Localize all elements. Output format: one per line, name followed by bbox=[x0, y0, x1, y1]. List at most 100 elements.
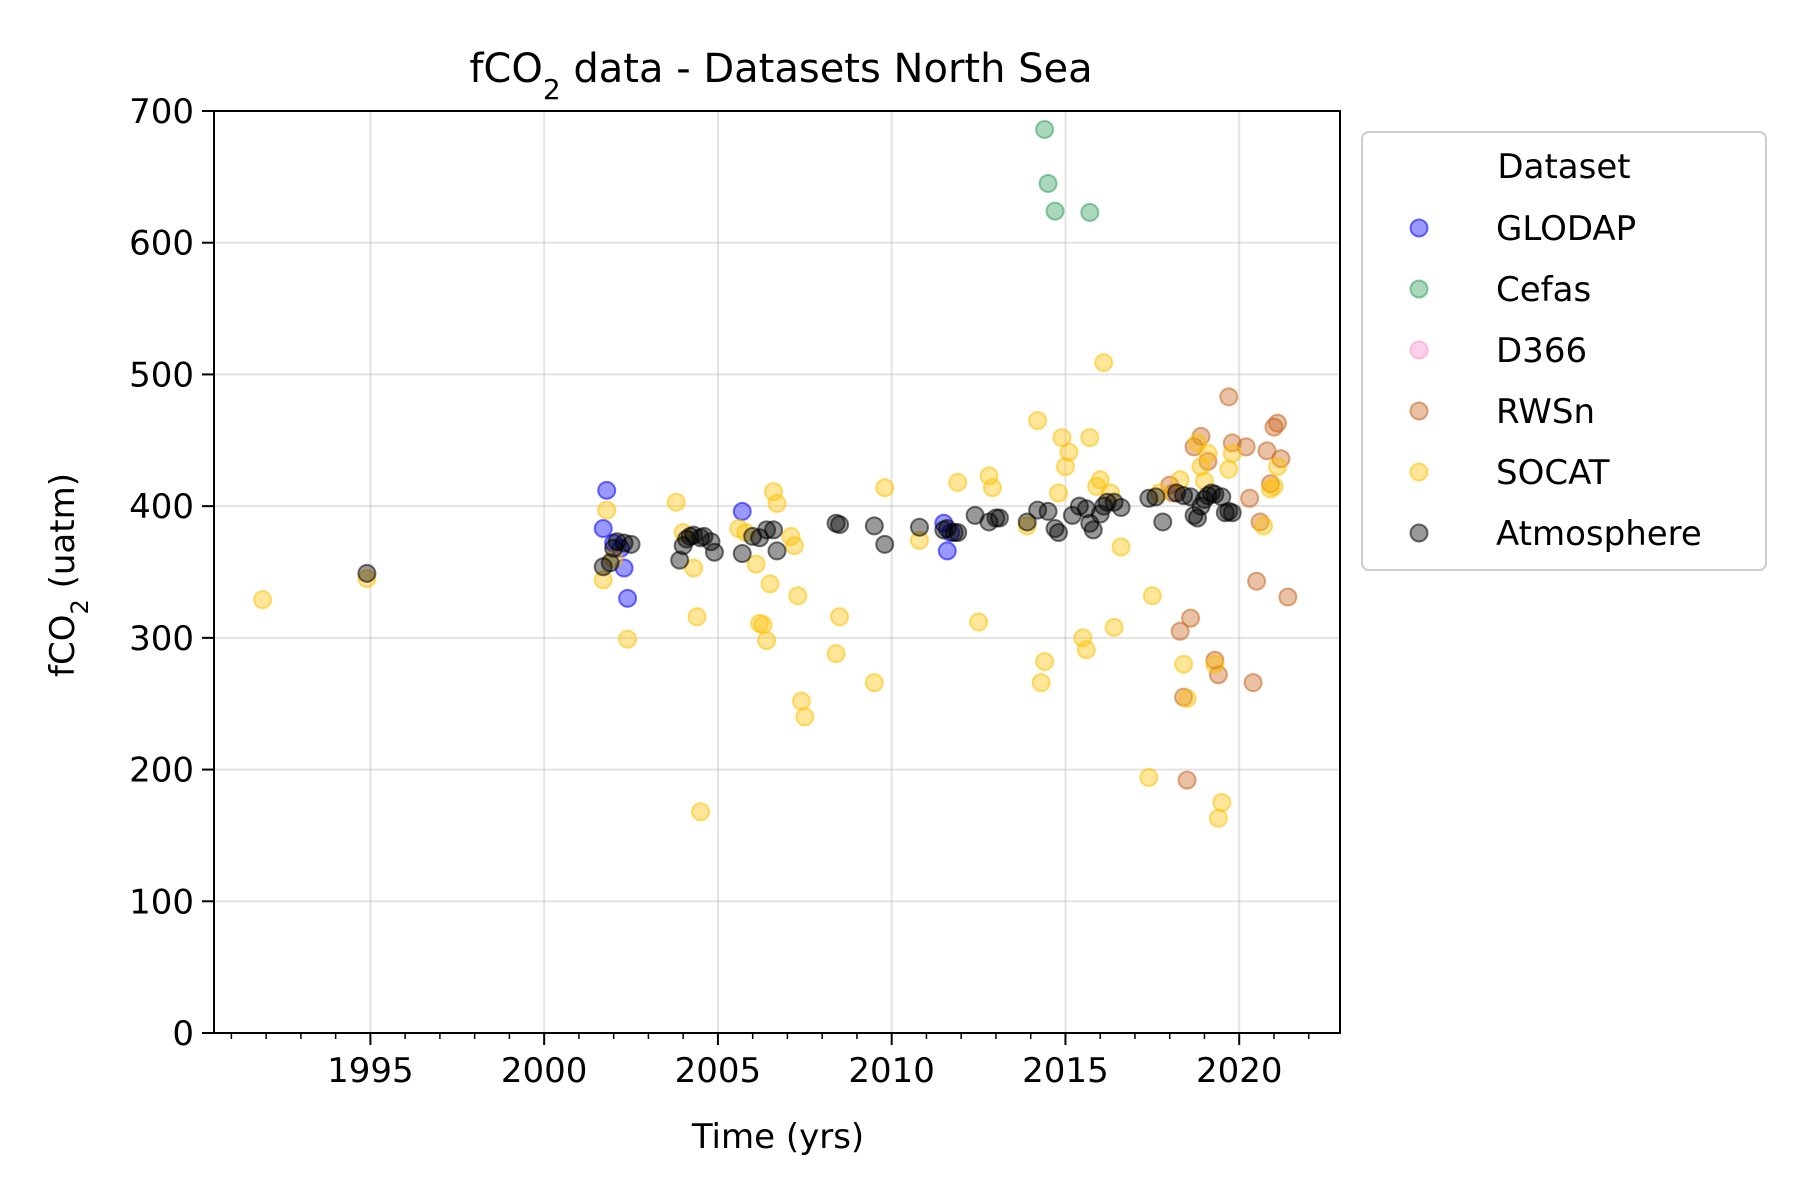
legend-items: GLODAP Cefas D366 RWSn SOCAT Atmosphere bbox=[1409, 209, 1702, 554]
data-point bbox=[618, 588, 638, 608]
data-point bbox=[1267, 457, 1287, 477]
data-point bbox=[691, 802, 711, 822]
y-tick-label: 200 bbox=[129, 751, 194, 791]
legend-entry-label: RWSn bbox=[1496, 392, 1595, 432]
data-point bbox=[1257, 441, 1277, 461]
data-point bbox=[1094, 353, 1114, 373]
data-point bbox=[764, 520, 784, 540]
data-point bbox=[767, 541, 787, 561]
data-point bbox=[357, 569, 377, 589]
data-point bbox=[1219, 387, 1239, 407]
legend-marker bbox=[1409, 401, 1429, 421]
data-point bbox=[1198, 443, 1218, 463]
data-point bbox=[1080, 202, 1100, 222]
legend-marker bbox=[1409, 523, 1429, 543]
data-point bbox=[701, 532, 721, 552]
data-point bbox=[1139, 488, 1159, 508]
data-point bbox=[795, 707, 815, 727]
data-point bbox=[621, 534, 641, 554]
data-point bbox=[1031, 673, 1051, 693]
data-point bbox=[1208, 808, 1228, 828]
data-point bbox=[875, 478, 895, 498]
data-point bbox=[948, 472, 968, 492]
data-point bbox=[1090, 470, 1110, 490]
x-tick-label: 2015 bbox=[1022, 1051, 1109, 1091]
data-point bbox=[732, 544, 752, 564]
legend-entry-label: Cefas bbox=[1496, 270, 1591, 310]
data-point bbox=[826, 644, 846, 664]
data-point bbox=[1035, 119, 1055, 139]
data-point bbox=[989, 508, 1009, 528]
legend-marker bbox=[1409, 340, 1429, 360]
data-point bbox=[607, 532, 627, 552]
chart-title: fCO2 data - Datasets North Sea bbox=[469, 46, 1092, 106]
data-point bbox=[969, 612, 989, 632]
data-point bbox=[1240, 488, 1260, 508]
data-point bbox=[1035, 652, 1055, 672]
data-point bbox=[593, 519, 613, 539]
legend-title: Dataset bbox=[1497, 147, 1630, 187]
data-point bbox=[614, 533, 634, 553]
data-point bbox=[1080, 428, 1100, 448]
data-point bbox=[1139, 767, 1159, 787]
data-point bbox=[760, 574, 780, 594]
data-point bbox=[1111, 537, 1131, 557]
data-point bbox=[253, 590, 273, 610]
data-point bbox=[791, 691, 811, 711]
data-point bbox=[875, 534, 895, 554]
legend-marker bbox=[1409, 279, 1429, 299]
data-point bbox=[767, 494, 787, 514]
data-point bbox=[1254, 516, 1274, 536]
data-point bbox=[1264, 476, 1284, 496]
legend-frame bbox=[1361, 131, 1767, 571]
data-point bbox=[1177, 688, 1197, 708]
data-point bbox=[909, 530, 929, 550]
data-point bbox=[1028, 411, 1048, 431]
x-tick-label: 1995 bbox=[327, 1051, 414, 1091]
data-point bbox=[1038, 173, 1058, 193]
series-atmosphere bbox=[357, 483, 1242, 583]
y-axis-ticks: 0 100 200 300 400 500 600 700 bbox=[129, 92, 214, 1054]
data-point bbox=[1055, 457, 1075, 477]
data-point bbox=[982, 478, 1002, 498]
legend-marker bbox=[1409, 462, 1429, 482]
data-point bbox=[1222, 503, 1242, 523]
y-tick-label: 0 bbox=[172, 1014, 194, 1054]
y-tick-label: 500 bbox=[129, 355, 194, 395]
data-point bbox=[1208, 665, 1228, 685]
data-point bbox=[593, 570, 613, 590]
data-point bbox=[753, 615, 773, 635]
data-point bbox=[1247, 571, 1267, 591]
data-point bbox=[704, 542, 724, 562]
data-points bbox=[253, 119, 1298, 828]
data-point bbox=[1278, 587, 1298, 607]
y-tick-label: 700 bbox=[129, 92, 194, 132]
legend-entry-label: Atmosphere bbox=[1496, 514, 1702, 554]
data-point bbox=[1267, 413, 1287, 433]
data-point bbox=[948, 522, 968, 542]
data-point bbox=[666, 492, 686, 512]
data-point bbox=[618, 629, 638, 649]
data-point bbox=[1104, 617, 1124, 637]
data-point bbox=[687, 607, 707, 627]
data-point bbox=[830, 515, 850, 535]
data-point bbox=[746, 554, 766, 574]
plot-area-frame bbox=[213, 110, 1341, 1034]
data-point bbox=[1111, 497, 1131, 517]
legend: Dataset GLODAP Cefas D366 RWSn SOCAT Atmosphe… bbox=[1361, 131, 1767, 571]
data-point bbox=[1146, 487, 1166, 507]
data-point bbox=[670, 550, 690, 570]
data-point bbox=[1170, 621, 1190, 641]
x-axis-label: Time (yrs) bbox=[691, 1117, 864, 1157]
data-point bbox=[357, 563, 377, 583]
data-point bbox=[1059, 442, 1079, 462]
y-tick-label: 300 bbox=[129, 619, 194, 659]
data-point bbox=[1153, 512, 1173, 532]
data-point bbox=[1222, 443, 1242, 463]
data-point bbox=[1205, 654, 1225, 674]
data-point bbox=[909, 517, 929, 537]
data-point bbox=[597, 480, 617, 500]
data-point bbox=[1076, 640, 1096, 660]
data-point bbox=[1174, 486, 1194, 506]
